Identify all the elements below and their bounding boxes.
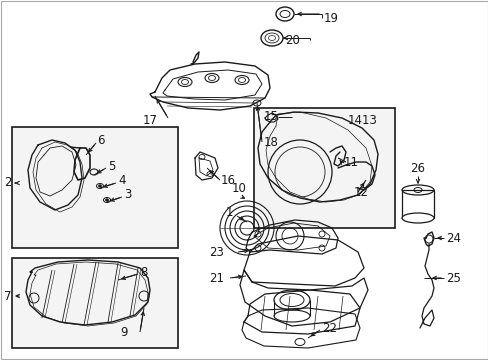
Text: 19: 19 — [324, 12, 338, 24]
Ellipse shape — [401, 213, 433, 223]
Text: 15: 15 — [264, 109, 278, 122]
Text: 21: 21 — [208, 271, 224, 284]
Text: 11: 11 — [343, 157, 358, 170]
Bar — [253, 108, 394, 228]
Bar — [12, 127, 178, 248]
Text: 6: 6 — [97, 135, 104, 148]
Bar — [12, 258, 178, 348]
Text: 22: 22 — [321, 323, 336, 336]
Text: 20: 20 — [285, 33, 299, 46]
Ellipse shape — [98, 185, 102, 187]
Text: 1: 1 — [225, 207, 232, 220]
Text: 23: 23 — [209, 246, 224, 258]
Text: 5: 5 — [108, 159, 115, 172]
Text: 9: 9 — [120, 327, 128, 339]
Text: 25: 25 — [445, 271, 460, 284]
Text: 8: 8 — [140, 266, 147, 279]
Ellipse shape — [105, 199, 108, 201]
Text: 26: 26 — [409, 162, 425, 175]
Text: 16: 16 — [221, 174, 236, 186]
Text: 17: 17 — [142, 113, 158, 126]
Text: 7: 7 — [4, 289, 12, 302]
Text: 18: 18 — [264, 135, 278, 148]
Text: 3: 3 — [124, 189, 131, 202]
Text: 10: 10 — [231, 181, 246, 194]
Bar — [401, 190, 433, 218]
Text: 4: 4 — [118, 175, 125, 188]
Text: 24: 24 — [445, 231, 460, 244]
Text: 1413: 1413 — [347, 113, 377, 126]
Text: 2: 2 — [4, 176, 12, 189]
Text: 12: 12 — [353, 185, 368, 198]
